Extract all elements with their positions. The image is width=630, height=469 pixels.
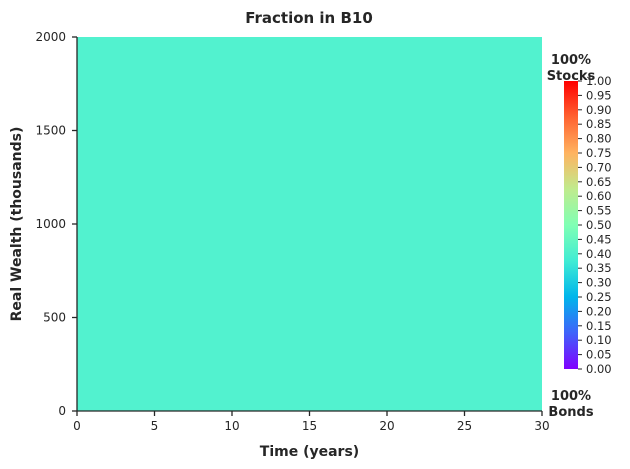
colorbar-tick-label: 0.50	[586, 218, 612, 232]
colorbar-tick-label: 0.15	[586, 319, 612, 333]
y-tick-label: 1000	[35, 217, 66, 231]
y-tick-label: 500	[43, 311, 66, 325]
x-tick-label: 25	[457, 419, 472, 433]
x-tick-label: 5	[151, 419, 159, 433]
colorbar-tick-label: 0.40	[586, 247, 612, 261]
colorbar-tick-label: 0.35	[586, 261, 612, 275]
colorbar-tick-label: 0.95	[586, 88, 612, 102]
colorbar-tick-label: 0.80	[586, 132, 612, 146]
chart-title: Fraction in B10	[245, 9, 373, 27]
x-axis-label: Time (years)	[260, 444, 359, 460]
y-tick-label: 0	[58, 404, 66, 418]
colorbar-tick-label: 0.85	[586, 117, 612, 131]
x-tick-label: 20	[379, 419, 394, 433]
colorbar-ticks: 0.000.050.100.150.200.250.300.350.400.45…	[578, 74, 612, 376]
colorbar-tick-label: 0.60	[586, 189, 612, 203]
colorbar	[564, 81, 578, 369]
x-tick-label: 30	[534, 419, 549, 433]
y-axis: 0 500 1000 1500 2000	[35, 30, 78, 418]
y-tick-label: 1500	[35, 124, 66, 138]
colorbar-bottom-label-line1: 100%	[551, 389, 591, 404]
heatmap-area	[77, 37, 542, 411]
x-tick-label: 0	[73, 419, 81, 433]
colorbar-tick-label: 0.65	[586, 175, 612, 189]
colorbar-tick-label: 0.45	[586, 232, 612, 246]
colorbar-bottom-label-line2: Bonds	[548, 405, 593, 420]
colorbar-tick-label: 0.55	[586, 204, 612, 218]
y-axis-label: Real Wealth (thousands)	[9, 127, 25, 322]
colorbar-tick-label: 0.70	[586, 160, 612, 174]
colorbar-tick-label: 0.00	[586, 362, 612, 376]
colorbar-tick-label: 0.30	[586, 276, 612, 290]
colorbar-tick-label: 0.10	[586, 333, 612, 347]
colorbar-tick-label: 0.75	[586, 146, 612, 160]
x-axis: 0 5 10 15 20 25 30	[73, 410, 550, 433]
colorbar-top-label-line1: 100%	[551, 53, 591, 68]
colorbar-tick-label: 0.20	[586, 304, 612, 318]
x-tick-label: 15	[302, 419, 317, 433]
x-tick-label: 10	[224, 419, 239, 433]
colorbar-top-label-line2: Stocks	[547, 69, 596, 84]
colorbar-tick-label: 1.00	[586, 74, 612, 88]
y-tick-label: 2000	[35, 30, 66, 44]
colorbar-tick-label: 0.25	[586, 290, 612, 304]
colorbar-tick-label: 0.90	[586, 103, 612, 117]
colorbar-tick-label: 0.05	[586, 348, 612, 362]
